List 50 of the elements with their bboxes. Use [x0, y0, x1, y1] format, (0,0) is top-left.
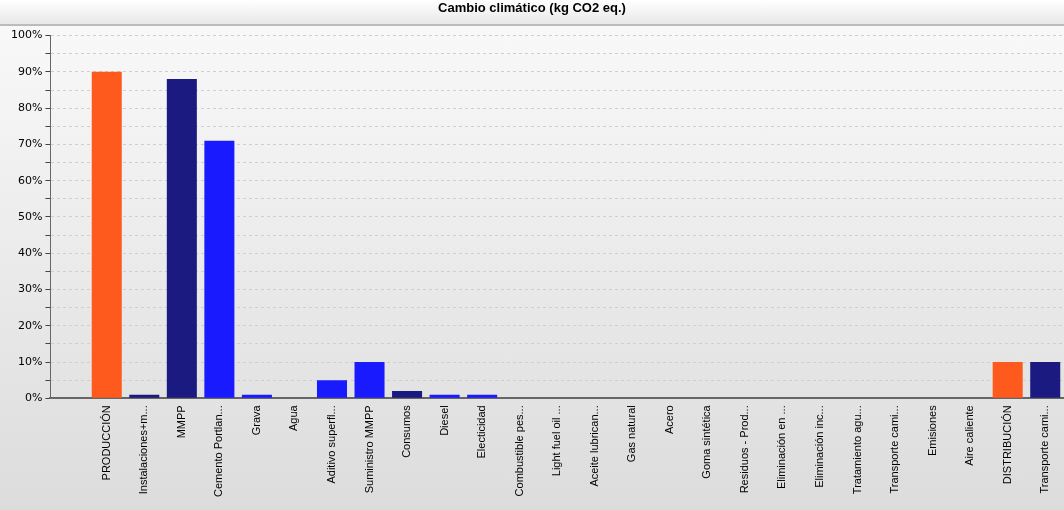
chart-title: Cambio climático (kg CO2 eq.) — [0, 0, 1064, 26]
x-tick-label: Goma sintética — [700, 404, 713, 479]
bar — [316, 380, 348, 398]
x-tick-label: Suministro MMPP — [362, 405, 375, 494]
bar — [429, 394, 460, 398]
bar — [992, 362, 1023, 398]
y-tick-label: 10% — [17, 354, 43, 368]
y-tick-label: 40% — [17, 246, 43, 260]
bar — [166, 79, 197, 398]
y-tick-label: 80% — [17, 101, 43, 114]
x-tick-label: Diesel — [437, 405, 450, 436]
bar — [354, 362, 385, 398]
bar — [129, 394, 160, 398]
x-tick-label: Eliminación inc... — [813, 405, 826, 488]
x-tick-label: Instalaciones+m... — [137, 405, 150, 495]
bar — [204, 140, 235, 398]
x-tick-label: Combustible pes... — [512, 405, 525, 497]
x-tick-label: Acero — [662, 405, 675, 435]
x-tick-label: MMPP — [174, 405, 187, 439]
y-tick-label: 70% — [17, 137, 43, 151]
bar — [1030, 362, 1061, 398]
x-tick-label: Tratamiento agu... — [850, 405, 863, 495]
bar — [467, 394, 498, 398]
x-tick-label: Cemento Portlan... — [212, 405, 225, 498]
x-tick-label: Emisiones — [925, 404, 938, 457]
bar — [91, 71, 122, 398]
x-tick-label: Agua — [287, 404, 300, 431]
x-tick-label: Light fuel oil ... — [550, 405, 563, 477]
x-tick-label: Electicidad — [475, 405, 488, 459]
x-tick-label: Aire caliente — [963, 405, 976, 466]
x-tick-label: Transporte cami... — [888, 405, 901, 494]
x-tick-label: Aceite lubrican... — [587, 405, 600, 487]
y-tick-label: 60% — [17, 173, 43, 187]
y-tick-label: 0% — [24, 391, 43, 405]
x-tick-label: Transporte cami... — [1038, 405, 1051, 494]
x-tick-label: Eliminación en ... — [775, 405, 788, 490]
bar — [241, 394, 272, 398]
x-tick-label: Consumos — [400, 404, 413, 458]
x-tick-label: DISTRIBUCIÓN — [1000, 405, 1013, 485]
y-tick-label: 30% — [17, 282, 43, 296]
y-tick-label: 50% — [17, 209, 43, 223]
x-tick-label: Grava — [249, 404, 262, 436]
y-tick-label: 20% — [17, 318, 43, 332]
x-tick-label: Gas natural — [625, 405, 638, 463]
x-tick-label: PRODUCCIÓN — [99, 405, 112, 481]
bar — [392, 391, 423, 398]
x-tick-label: Aditivo superfl... — [325, 405, 338, 484]
y-tick-label: 100% — [10, 28, 43, 42]
x-tick-label: Residuos - Prod... — [737, 405, 750, 494]
y-tick-label: 90% — [17, 64, 43, 78]
